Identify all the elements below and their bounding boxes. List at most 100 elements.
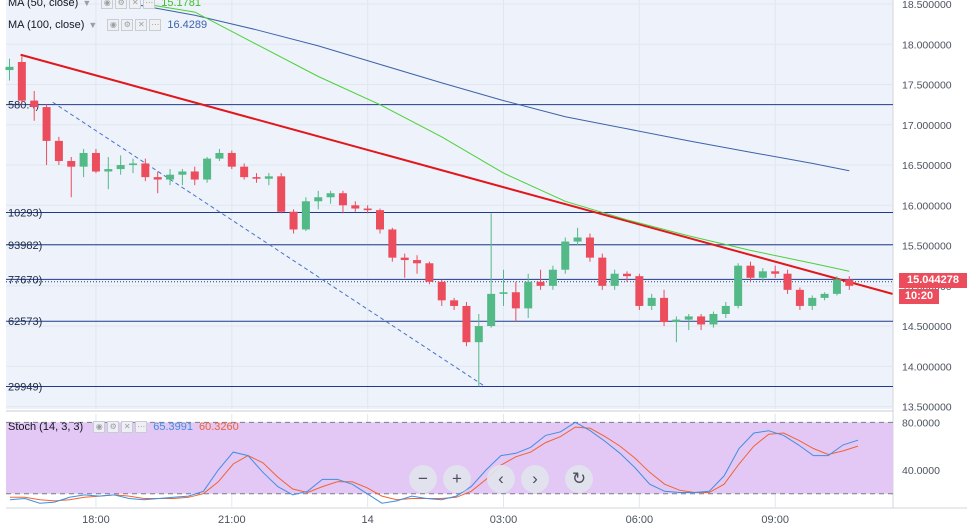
candle-body	[820, 293, 829, 298]
horizontal-level-label: 93982)	[8, 240, 42, 252]
chevron-down-icon[interactable]: ▼	[88, 20, 98, 30]
ma100-legend[interactable]: MA (100, close) ▼ ◉ ⚙ ✕ ⋯ 16.4289	[8, 19, 207, 31]
dashed-trend-line	[52, 101, 486, 387]
ma50-legend[interactable]: MA (50, close) ▼ ◉ ⚙ ✕ ⋯ 15.1781	[8, 0, 201, 9]
candle-body	[697, 316, 706, 325]
candle-body	[845, 279, 854, 286]
candle-body	[610, 273, 619, 286]
candle-body	[326, 193, 335, 198]
zoom-in-icon[interactable]: +	[443, 465, 471, 493]
stoch-d-value: 60.3260	[198, 421, 239, 433]
candle-body	[42, 107, 51, 141]
eye-icon[interactable]: ◉	[93, 421, 106, 433]
candle-body	[734, 265, 743, 306]
horizontal-level-label: 62573)	[8, 316, 42, 328]
ma100-legend-label: MA (100, close)	[8, 19, 85, 31]
x-tick-label: 14	[362, 514, 374, 526]
candle-body	[672, 319, 681, 323]
x-tick-label: 18:00	[82, 514, 110, 526]
candle-body	[623, 273, 631, 277]
candle-body	[462, 305, 471, 343]
x-tick-label: 09:00	[761, 514, 789, 526]
candle-body	[561, 241, 570, 270]
candle-body	[585, 237, 594, 258]
candle-body	[17, 61, 26, 101]
candle-body	[684, 316, 693, 320]
candle-body	[67, 161, 76, 167]
close-icon[interactable]: ✕	[135, 19, 148, 31]
y-tick-label: 18.000000	[902, 39, 952, 51]
scroll-left-icon[interactable]: ‹	[487, 465, 515, 493]
candle-body	[190, 171, 199, 180]
candle-body	[79, 152, 88, 167]
stoch-d-line	[10, 426, 859, 502]
stoch-k-line	[9, 421, 859, 504]
close-icon[interactable]: ✕	[129, 0, 142, 9]
candle-body	[5, 66, 14, 71]
candle-body	[54, 140, 63, 162]
candle-body	[524, 281, 533, 309]
settings-icon[interactable]: ⚙	[115, 0, 128, 9]
stoch-tick-label: 40.0000	[902, 465, 940, 477]
candle-body	[141, 163, 150, 178]
settings-icon[interactable]: ⚙	[107, 421, 120, 433]
y-tick-label: 14.000000	[902, 361, 952, 373]
candle-body	[487, 293, 496, 327]
candle-body	[598, 257, 607, 286]
candle-body	[437, 281, 446, 301]
candle-body	[660, 297, 669, 323]
candle-body	[264, 176, 273, 179]
scroll-right-icon[interactable]: ›	[521, 465, 549, 493]
candle-body	[338, 193, 347, 206]
stoch-legend[interactable]: Stoch (14, 3, 3) ◉ ⚙ ✕ ⋯ 65.3991 60.3260	[8, 421, 239, 433]
candle-body	[252, 177, 261, 179]
candle-body	[783, 273, 792, 290]
candle-body	[376, 210, 384, 230]
price-axis-background	[893, 0, 967, 530]
candle-body	[227, 152, 236, 167]
candle-body	[104, 169, 113, 172]
candle-body	[709, 313, 718, 325]
candle-body	[450, 300, 459, 306]
zoom-out-icon[interactable]: −	[409, 465, 437, 493]
candle-body	[573, 237, 582, 242]
candle-body	[548, 269, 557, 286]
trend-line	[20, 53, 893, 295]
close-icon[interactable]: ✕	[121, 421, 134, 433]
candle-body	[277, 176, 286, 212]
candle-body	[832, 279, 841, 294]
candle-body	[771, 271, 780, 274]
candle-body	[746, 265, 755, 278]
bar-countdown: 10:20	[899, 289, 939, 304]
stoch-k-value: 65.3991	[153, 421, 193, 433]
candle-body	[301, 201, 310, 230]
candle-body	[808, 297, 817, 306]
candle-body	[153, 177, 162, 180]
reset-icon[interactable]: ↻	[565, 465, 593, 493]
candle-body	[351, 205, 360, 209]
y-tick-label: 18.500000	[902, 0, 952, 11]
candle-body	[289, 211, 298, 230]
more-icon[interactable]: ⋯	[143, 0, 156, 9]
ma100-line	[132, 3, 850, 172]
candle-body	[240, 166, 249, 178]
main-pane-background	[6, 0, 893, 409]
candle-body	[474, 326, 483, 343]
eye-icon[interactable]: ◉	[101, 0, 114, 9]
more-icon[interactable]: ⋯	[135, 421, 148, 433]
candle-body	[536, 281, 545, 286]
candle-body	[647, 297, 656, 306]
candle-body	[30, 100, 39, 108]
eye-icon[interactable]: ◉	[107, 19, 120, 31]
candle-body	[499, 292, 508, 294]
candle-body	[758, 271, 767, 278]
more-icon[interactable]: ⋯	[149, 19, 162, 31]
x-tick-label: 06:00	[626, 514, 654, 526]
horizontal-level-label: 77670)	[8, 274, 42, 286]
settings-icon[interactable]: ⚙	[121, 19, 134, 31]
ma50-legend-label: MA (50, close)	[8, 0, 79, 9]
candle-body	[129, 163, 137, 166]
chevron-down-icon[interactable]: ▼	[82, 0, 92, 8]
candle-body	[425, 263, 434, 282]
